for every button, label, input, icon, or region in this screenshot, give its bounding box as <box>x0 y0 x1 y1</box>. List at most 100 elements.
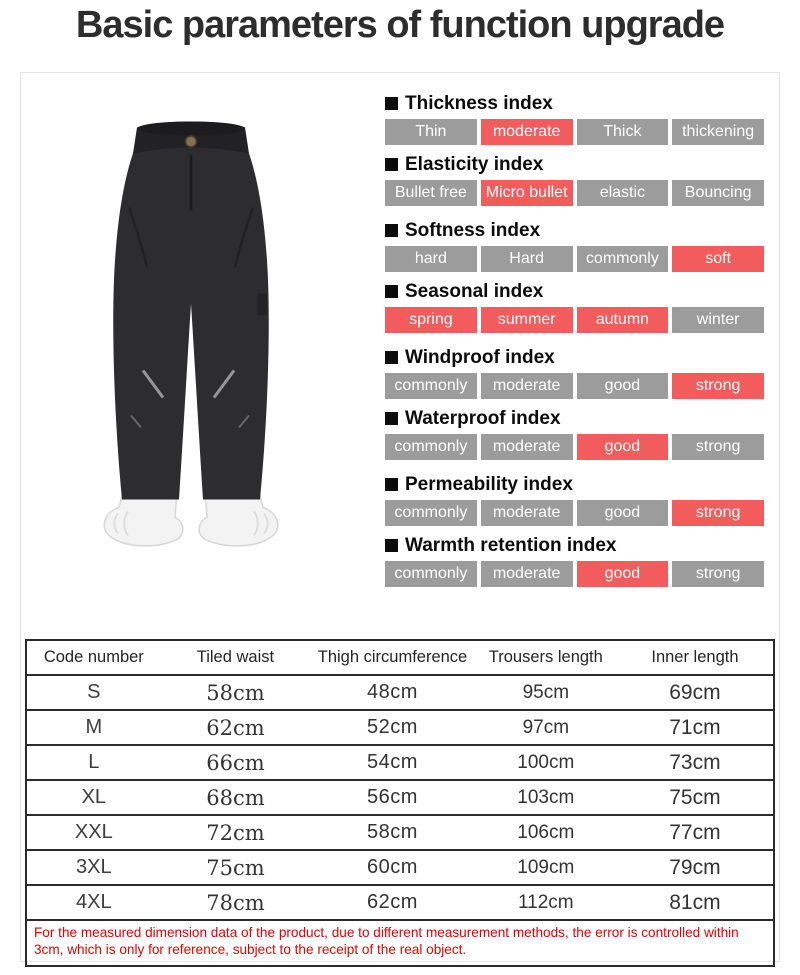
size-code-cell: XXL <box>26 814 161 850</box>
size-table: Code number Tiled waist Thigh circumferenc… <box>25 639 775 967</box>
waist-button-icon <box>184 135 198 148</box>
index-section-warmth-retention-index: Warmth retention index commonly moderate go… <box>385 535 764 587</box>
function-index-list: Thickness index Thin moderate Thick thickeni… <box>385 93 764 596</box>
reflective-stripes <box>141 369 236 399</box>
index-option: Hard <box>480 246 573 272</box>
size-code-cell: 3XL <box>26 849 161 885</box>
index-section-thickness-index: Thickness index Thin moderate Thick thickeni… <box>385 93 764 145</box>
table-row: S 58cm 48cm 95cm 69cm <box>26 674 774 710</box>
size-code-cell: 4XL <box>26 884 161 920</box>
index-heading: Thickness index <box>385 93 764 114</box>
table-row: 3XL 75cm 60cm 109cm 79cm <box>26 849 774 885</box>
index-option: strong <box>672 561 764 587</box>
index-heading: Softness index <box>385 220 764 241</box>
size-code-cell: S <box>26 674 161 710</box>
measurement-cell: 60cm <box>310 849 475 885</box>
index-heading: Elasticity index <box>385 154 764 175</box>
measurement-cell: 72cm <box>160 814 311 850</box>
index-heading: Warmth retention index <box>385 535 764 556</box>
square-bullet-icon <box>385 224 398 237</box>
index-option: Bullet free <box>385 180 477 206</box>
column-header: Code number <box>43 648 144 666</box>
reflective-stripes-small <box>130 414 250 429</box>
index-option-bar: Thin moderate Thick thickening <box>385 119 764 145</box>
measurement-cell: 100cm <box>474 744 617 780</box>
measurement-cell: 69cm <box>616 674 774 710</box>
page-title: Basic parameters of function upgrade <box>75 4 725 46</box>
index-option: elastic <box>576 180 669 206</box>
column-header: Inner length <box>651 648 739 666</box>
measurement-cell: 58cm <box>310 814 475 850</box>
waist-opening <box>137 121 245 136</box>
index-section-windproof-index: Windproof index commonly moderate good stron… <box>385 347 764 399</box>
index-option-active: summer <box>480 307 573 333</box>
measurement-cell: 62cm <box>160 709 311 745</box>
index-option-active: good <box>576 561 669 587</box>
index-heading: Windproof index <box>385 347 764 368</box>
measurement-cell: 95cm <box>474 674 617 710</box>
index-option: thickening <box>672 119 764 145</box>
measurement-cell: 109cm <box>474 849 617 885</box>
index-option: Thick <box>576 119 669 145</box>
index-option: winter <box>672 307 764 333</box>
index-heading-label: Thickness index <box>405 93 553 114</box>
column-header: Thigh circumference <box>317 648 468 666</box>
index-heading: Permeability index <box>385 474 764 495</box>
index-option-active: soft <box>672 246 764 272</box>
sock-left-icon <box>103 490 184 547</box>
index-heading-label: Windproof index <box>405 347 555 368</box>
index-option-bar: hard Hard commonly soft <box>385 246 764 272</box>
index-heading-label: Waterproof index <box>405 408 561 429</box>
index-option: Thin <box>385 119 477 145</box>
index-option: commonly <box>576 246 669 272</box>
column-header: Trousers length <box>488 648 603 666</box>
measurement-cell: 68cm <box>160 779 311 815</box>
measurement-cell: 75cm <box>160 849 311 885</box>
index-section-seasonal-index: Seasonal index spring summer autumn winter <box>385 281 764 333</box>
pocket-seam-left <box>127 207 149 268</box>
measurement-cell: 71cm <box>616 709 774 745</box>
measurement-cell: 78cm <box>160 884 311 920</box>
trousers-silhouette <box>113 147 269 500</box>
index-option: Bouncing <box>672 180 764 206</box>
index-option: commonly <box>385 500 477 526</box>
index-option-active: strong <box>672 373 764 399</box>
square-bullet-icon <box>385 478 398 491</box>
index-option: good <box>576 500 669 526</box>
index-option: commonly <box>385 561 477 587</box>
size-code-cell: M <box>26 709 161 745</box>
measurement-cell: 66cm <box>160 744 311 780</box>
index-option: moderate <box>480 373 573 399</box>
content-box: Thickness index Thin moderate Thick thickeni… <box>20 72 780 967</box>
table-row: L 66cm 54cm 100cm 73cm <box>26 744 774 780</box>
index-option: moderate <box>480 434 573 460</box>
table-row: M 62cm 52cm 97cm 71cm <box>26 709 774 745</box>
measurement-cell: 112cm <box>474 884 617 920</box>
index-heading-label: Elasticity index <box>405 154 544 175</box>
disclaimer-row: For the measured dimension data of the p… <box>26 919 774 966</box>
index-heading-label: Permeability index <box>405 474 573 495</box>
index-option: moderate <box>480 500 573 526</box>
size-code-cell: XL <box>26 779 161 815</box>
square-bullet-icon <box>385 97 398 110</box>
index-option-active: strong <box>672 500 764 526</box>
index-heading: Waterproof index <box>385 408 764 429</box>
disclaimer-text: For the measured dimension data of the p… <box>26 919 774 966</box>
index-heading-label: Seasonal index <box>405 281 544 302</box>
measurement-cell: 58cm <box>160 674 311 710</box>
index-option-bar: commonly moderate good strong <box>385 373 764 399</box>
index-option-bar: Bullet free Micro bullet elastic Bouncing <box>385 180 764 206</box>
square-bullet-icon <box>385 158 398 171</box>
index-option-bar: commonly moderate good strong <box>385 434 764 460</box>
index-option-active: Micro bullet <box>480 180 573 206</box>
sock-right-icon <box>198 490 279 547</box>
table-row: XXL 72cm 58cm 106cm 77cm <box>26 814 774 850</box>
index-option-bar: commonly moderate good strong <box>385 500 764 526</box>
measurement-cell: 54cm <box>310 744 475 780</box>
size-code-cell: L <box>26 744 161 780</box>
square-bullet-icon <box>385 285 398 298</box>
measurement-cell: 81cm <box>616 884 774 920</box>
index-section-waterproof-index: Waterproof index commonly moderate good stro… <box>385 408 764 460</box>
index-option-bar: commonly moderate good strong <box>385 561 764 587</box>
index-heading: Seasonal index <box>385 281 764 302</box>
